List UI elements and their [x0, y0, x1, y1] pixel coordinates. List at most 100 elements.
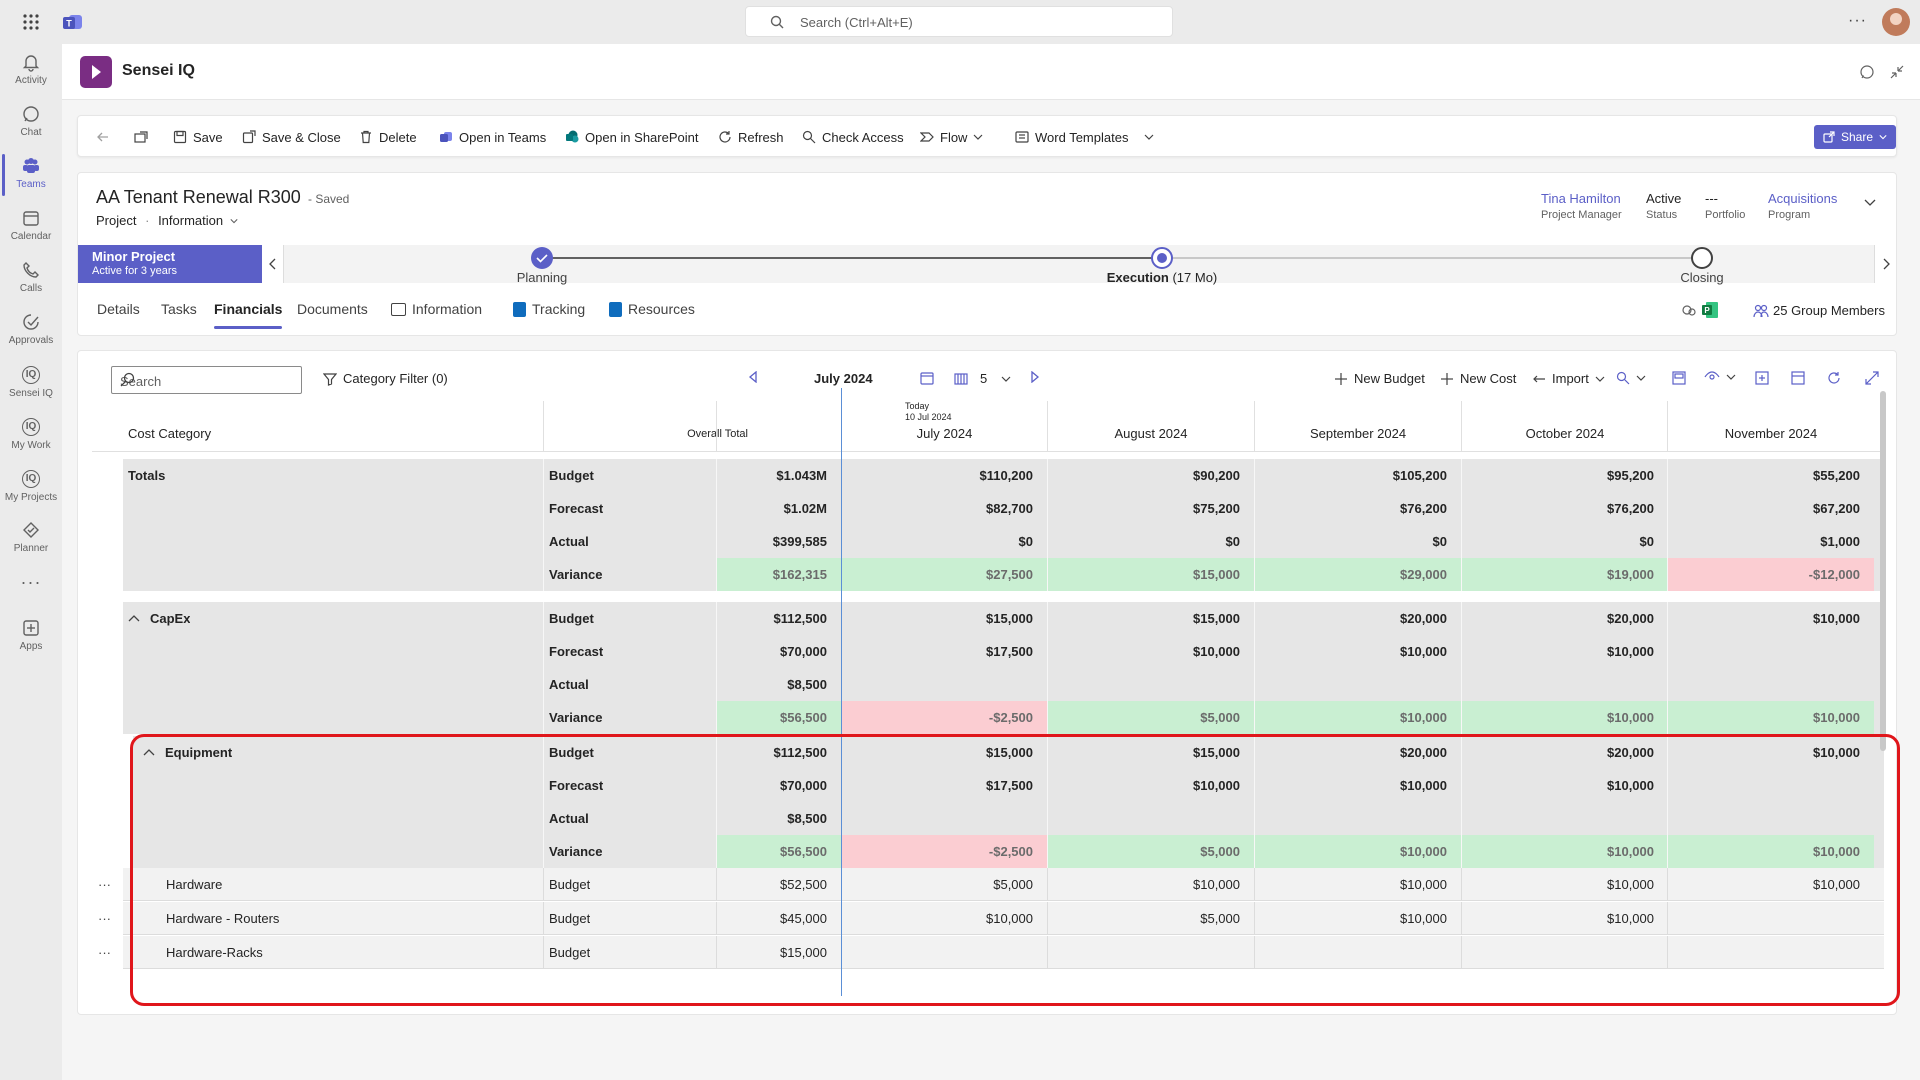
month-value-cell[interactable]: $10,000	[1462, 701, 1668, 734]
more-apps-icon[interactable]: ···	[20, 572, 42, 592]
word-templates-button[interactable]: Word Templates	[1015, 128, 1154, 146]
month-value-cell[interactable]: $0	[1048, 525, 1254, 558]
month-value-cell[interactable]: -$12,000	[1668, 558, 1874, 591]
month-value-cell[interactable]: $76,200	[1462, 492, 1668, 525]
prev-period-button[interactable]	[748, 371, 758, 383]
chat-link-icon[interactable]	[1681, 303, 1697, 319]
fullscreen-button[interactable]	[1865, 371, 1879, 385]
month-value-cell[interactable]: $67,200	[1668, 492, 1874, 525]
refresh-button[interactable]: Refresh	[718, 128, 784, 146]
month-value-cell[interactable]	[1048, 802, 1254, 835]
process-badge[interactable]: Minor Project Active for 3 years	[78, 245, 262, 283]
month-value-cell[interactable]	[842, 668, 1047, 701]
stage-prev-button[interactable]	[262, 245, 284, 283]
period-count-selector[interactable]: 5	[954, 371, 1011, 386]
header-month-1[interactable]: July 2024	[916, 426, 973, 441]
next-period-button[interactable]	[1030, 371, 1040, 383]
month-value-cell[interactable]: $20,000	[1462, 736, 1668, 769]
header-month-3[interactable]: September 2024	[1309, 426, 1407, 441]
grid-refresh-button[interactable]	[1827, 371, 1841, 385]
planner-excel-icon[interactable]: P	[1701, 301, 1719, 319]
rail-item-apps[interactable]: Apps	[0, 614, 62, 664]
table-row[interactable]: Forecast $1.02M $82,700 $75,200 $76,200 $76,2…	[123, 492, 1884, 525]
zoom-button[interactable]	[1616, 371, 1646, 385]
overall-total-cell[interactable]: $112,500	[717, 602, 841, 635]
month-value-cell[interactable]: $0	[842, 525, 1047, 558]
table-row[interactable]: Variance $56,500 -$2,500 $5,000 $10,000 $10,0…	[133, 835, 1884, 868]
month-value-cell[interactable]: $20,000	[1462, 602, 1668, 635]
month-value-cell[interactable]: $82,700	[842, 492, 1047, 525]
form-selector[interactable]: Information	[158, 213, 238, 228]
month-value-cell[interactable]: $20,000	[1255, 736, 1461, 769]
stage-execution-node[interactable]	[1151, 247, 1173, 269]
expand-rows-button[interactable]	[1755, 371, 1769, 385]
month-value-cell[interactable]	[842, 936, 1047, 969]
month-value-cell[interactable]	[1048, 668, 1254, 701]
month-value-cell[interactable]: $55,200	[1668, 459, 1874, 492]
month-value-cell[interactable]: $10,000	[1400, 911, 1447, 926]
table-row[interactable]: Equipment Budget $112,500 $15,000 $15,000 $20…	[133, 736, 1884, 769]
month-value-cell[interactable]: $5,000	[1048, 701, 1254, 734]
grid-search-input[interactable]: Search	[111, 366, 302, 394]
rail-item-planner[interactable]: Planner	[0, 516, 62, 566]
month-value-cell[interactable]	[1462, 668, 1668, 701]
tab-documents[interactable]: Documents	[297, 301, 368, 317]
overall-total-cell[interactable]: $70,000	[717, 769, 841, 802]
share-button[interactable]: Share	[1814, 125, 1896, 149]
month-value-cell[interactable]: $110,200	[842, 459, 1047, 492]
month-value-cell[interactable]: $10,000	[1813, 877, 1860, 892]
month-value-cell[interactable]: $105,200	[1255, 459, 1461, 492]
table-row[interactable]: Variance $56,500 -$2,500 $5,000 $10,000 $10,0…	[123, 701, 1884, 734]
header-field-program[interactable]: Acquisitions Program	[1768, 191, 1837, 221]
table-row[interactable]: Variance $162,315 $27,500 $15,000 $29,000 $19…	[123, 558, 1884, 591]
table-row[interactable]: Actual $8,500	[123, 668, 1884, 701]
month-value-cell[interactable]: $15,000	[1048, 602, 1254, 635]
month-value-cell[interactable]: $17,500	[842, 635, 1047, 668]
project-manager-value[interactable]: Tina Hamilton	[1541, 191, 1621, 206]
month-value-cell[interactable]: -$2,500	[842, 835, 1047, 868]
month-value-cell[interactable]: $10,000	[1255, 769, 1461, 802]
overall-total-cell[interactable]: $1.02M	[717, 492, 841, 525]
month-value-cell[interactable]	[1255, 802, 1461, 835]
month-value-cell[interactable]: $90,200	[1048, 459, 1254, 492]
new-cost-button[interactable]: New Cost	[1440, 371, 1516, 386]
app-launcher-icon[interactable]	[22, 13, 40, 31]
header-overall-total[interactable]: Overall Total	[687, 428, 748, 440]
month-value-cell[interactable]: $10,000	[1048, 769, 1254, 802]
month-value-cell[interactable]: $27,500	[842, 558, 1047, 591]
month-value-cell[interactable]	[1668, 769, 1874, 802]
user-avatar[interactable]	[1882, 8, 1910, 36]
month-value-cell[interactable]	[1255, 668, 1461, 701]
month-value-cell[interactable]	[1668, 902, 1874, 935]
month-value-cell[interactable]: $10,000	[1255, 835, 1461, 868]
overall-total-cell[interactable]: $56,500	[717, 701, 841, 734]
month-value-cell[interactable]	[1462, 802, 1668, 835]
overall-total-cell[interactable]: $1.043M	[717, 459, 841, 492]
month-value-cell[interactable]: $17,500	[842, 769, 1047, 802]
month-value-cell[interactable]: $10,000	[1668, 835, 1874, 868]
month-value-cell[interactable]	[1668, 635, 1874, 668]
month-value-cell[interactable]: $10,000	[1462, 769, 1668, 802]
month-value-cell[interactable]: $15,000	[1048, 558, 1254, 591]
month-value-cell[interactable]	[1668, 802, 1874, 835]
program-value[interactable]: Acquisitions	[1768, 191, 1838, 206]
visibility-button[interactable]	[1704, 371, 1736, 383]
overall-total-cell[interactable]: $70,000	[717, 635, 841, 668]
table-row[interactable]: Forecast $70,000 $17,500 $10,000 $10,000 $10,…	[123, 635, 1884, 668]
overall-total-cell[interactable]: $56,500	[717, 835, 841, 868]
delete-button[interactable]: Delete	[359, 128, 417, 146]
month-value-cell[interactable]: $5,000	[1048, 835, 1254, 868]
chat-bubble-icon[interactable]	[1859, 64, 1875, 80]
rail-item-my-work[interactable]: IQ My Work	[0, 412, 62, 462]
table-row[interactable]: Forecast $70,000 $17,500 $10,000 $10,000 $10,…	[133, 769, 1884, 802]
open-new-window-button[interactable]	[134, 128, 148, 146]
month-value-cell[interactable]: $95,200	[1462, 459, 1668, 492]
month-value-cell[interactable]: $75,200	[1048, 492, 1254, 525]
save-close-button[interactable]: Save & Close	[242, 128, 341, 146]
month-value-cell[interactable]	[842, 802, 1047, 835]
table-row[interactable]: Totals Budget $1.043M $110,200 $90,200 $105,2…	[123, 459, 1884, 492]
rail-item-sensei-iq[interactable]: IQ Sensei IQ	[0, 360, 62, 410]
rail-item-calls[interactable]: Calls	[0, 256, 62, 306]
overall-total-cell[interactable]: $45,000	[780, 911, 827, 926]
overall-total-cell[interactable]: $112,500	[717, 736, 841, 769]
